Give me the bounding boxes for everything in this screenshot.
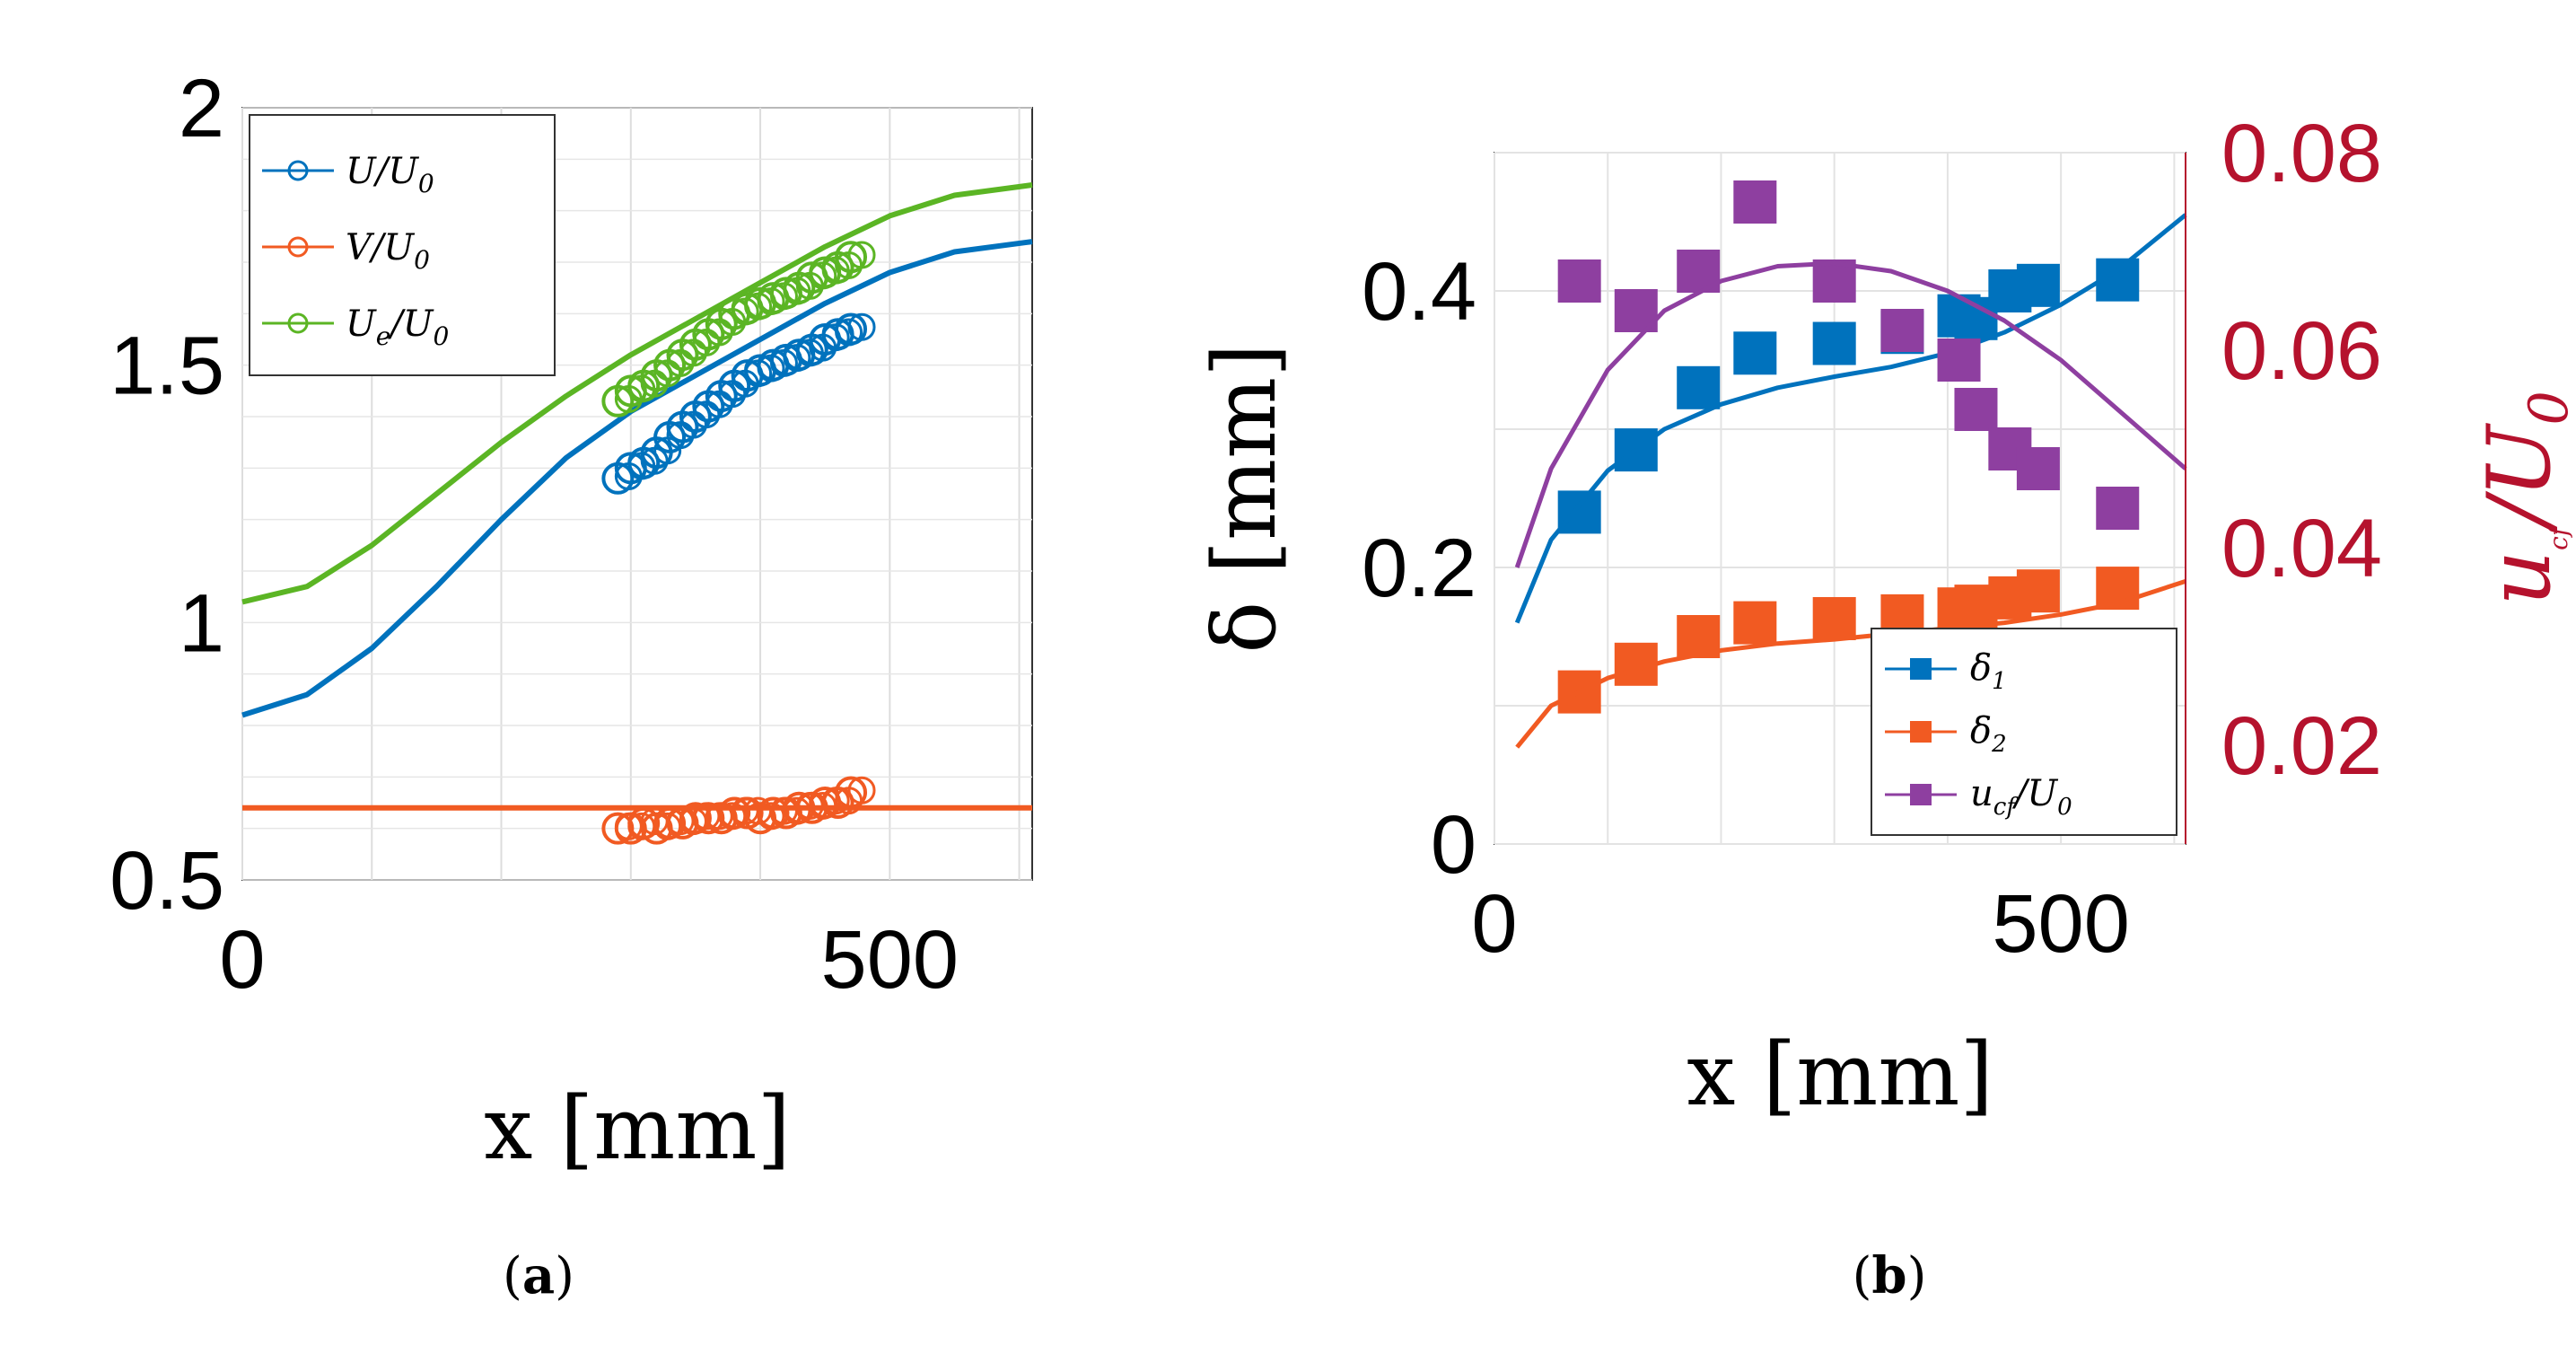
data-point: [835, 241, 868, 274]
y-tick-label: 0.4: [1362, 246, 1476, 338]
y-tick-label-right: 0.06: [2221, 305, 2382, 397]
legend-label: U/U0: [346, 151, 434, 198]
panel-b: 0 500 0 0.2 0.4 0.02 0.04 0.06 0.08 x [mm] δ […: [1195, 108, 2576, 1306]
y-tick-label-right: 0.04: [2221, 503, 2382, 594]
x-tick-label: 500: [1992, 878, 2130, 970]
y-tick-label-right: 0.08: [2221, 108, 2382, 199]
data-point: [1733, 180, 1777, 224]
x-tick-label: 0: [1471, 878, 1517, 970]
legend-marker: [1910, 784, 1932, 805]
x-tick-label: 0: [219, 914, 265, 1006]
series-line: [1514, 260, 2187, 568]
data-point: [835, 312, 868, 346]
y-tick-label: 1: [179, 577, 224, 669]
panel-a-label: (a): [503, 1246, 574, 1306]
panel-b-xticks: 0 500: [1471, 878, 2129, 970]
data-point: [1812, 596, 1856, 640]
panel-a-yticks: 0.5 1 1.5 2: [110, 63, 224, 927]
data-point: [847, 241, 876, 269]
data-point: [835, 776, 868, 809]
y-tick-label: 0.5: [110, 835, 224, 927]
legend-label: δ1: [1970, 647, 2007, 695]
legend-marker: [287, 236, 309, 258]
legend-label: δ2: [1970, 710, 2007, 758]
data-point: [1733, 601, 1777, 645]
data-point: [1954, 388, 1998, 431]
y-tick-label: 0: [1431, 799, 1476, 891]
data-point: [1812, 321, 1856, 365]
legend-marker: [287, 312, 309, 334]
legend-marker: [1910, 658, 1932, 680]
series-line: [1514, 213, 2187, 624]
panel-b-series: [1514, 180, 2187, 749]
data-point: [847, 776, 876, 804]
data-point: [1677, 365, 1721, 409]
x-tick-label: 500: [821, 914, 959, 1006]
y-tick-label: 0.2: [1362, 523, 1476, 614]
legend-label: Ue/U0: [346, 303, 449, 351]
panel-b-label: (b): [1853, 1246, 1927, 1306]
data-point: [847, 312, 876, 341]
legend-marker: [1910, 721, 1932, 743]
series-line: [241, 182, 1033, 605]
panel-b-yticks-right: 0.02 0.04 0.06 0.08: [2221, 108, 2382, 792]
data-point: [1880, 309, 1924, 352]
legend-label: ucf/U0: [1970, 773, 2072, 821]
y-tick-label: 1.5: [110, 321, 224, 412]
legend-label: V/U0: [346, 227, 430, 275]
panel-a: 0 500 0.5 1 1.5 2 x [mm] U/U0 V/U0 Ue/U0 (a): [110, 63, 1033, 1306]
y-tick-label-right: 0.02: [2221, 700, 2382, 792]
panel-b-ylabel: δ [mm]: [1195, 343, 1295, 653]
panel-a-series: [241, 182, 1033, 845]
panel-b-yticks: 0 0.2 0.4: [1362, 246, 1476, 891]
panel-b-xlabel: x [mm]: [1687, 1024, 1993, 1125]
panel-b-legend: δ1 δ2 ucf/U0: [1871, 628, 2177, 836]
panel-a-xticks: 0 500: [219, 914, 959, 1006]
panel-b-ylabel-right: ucf/U0: [2469, 391, 2576, 605]
data-point: [1557, 490, 1601, 534]
legend-marker: [287, 160, 309, 181]
series-line: [1515, 579, 2186, 749]
data-point: [1733, 331, 1777, 375]
data-point: [2096, 487, 2140, 530]
data-point: [2016, 569, 2060, 613]
data-point: [2016, 263, 2060, 307]
data-point: [1557, 259, 1601, 303]
panel-a-legend: U/U0 V/U0 Ue/U0: [249, 114, 556, 376]
data-point: [1937, 338, 1981, 382]
panel-a-xlabel: x [mm]: [484, 1078, 791, 1179]
data-point: [679, 802, 712, 835]
data-point: [2016, 447, 2060, 490]
y-tick-label: 2: [179, 63, 224, 154]
